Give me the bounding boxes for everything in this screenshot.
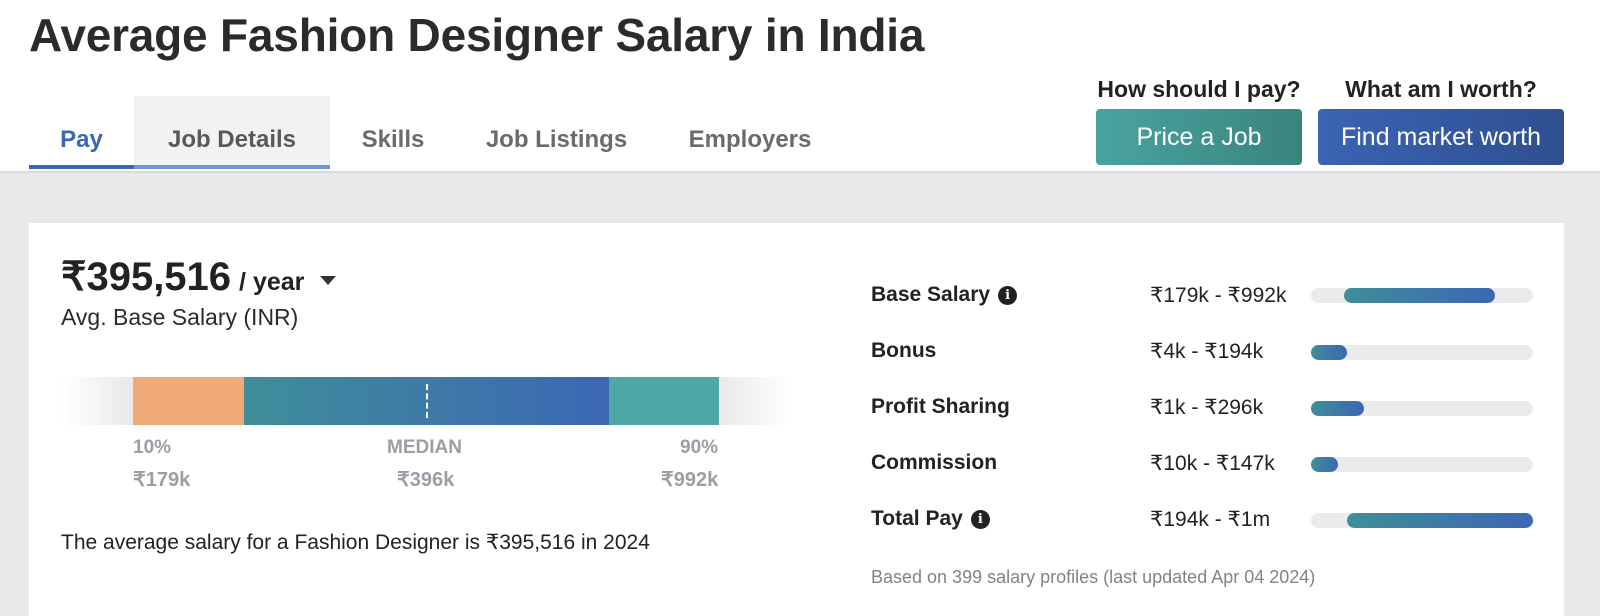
median-label: MEDIAN [387,437,462,458]
bonus-label: Bonus [871,339,937,362]
market-worth-question: What am I worth? [1345,76,1537,102]
salary-subtitle: Avg. Base Salary (INR) [61,304,299,330]
total-pay-bar-fill [1347,513,1533,528]
price-job-cta: How should I pay? Price a Job [1096,76,1302,165]
salary-headline: ₹395,516 / year [61,254,337,300]
base-salary-bar-fill [1344,288,1495,303]
salary-amount: ₹395,516 [61,255,232,299]
base-salary-bar [1311,288,1533,303]
salary-summary: The average salary for a Fashion Designe… [61,531,650,554]
profit-sharing-label: Profit Sharing [871,395,1010,418]
salary-distribution-bar [61,377,791,425]
total-pay-bar [1311,513,1533,528]
tab-skills[interactable]: Skills [361,126,425,153]
median-value: ₹396k [397,469,455,491]
info-icon[interactable]: i [998,285,1018,305]
commission-bar-fill [1311,457,1338,472]
profit-sharing-range: ₹1k - ₹296k [1150,396,1264,419]
percentile-10-value: ₹179k [133,469,191,491]
breakdown-label-profit-sharing: Profit Sharing [871,395,1010,419]
page-title: Average Fashion Designer Salary in India [29,9,925,61]
bonus-range: ₹4k - ₹194k [1150,340,1264,363]
breakdown-label-total-pay: Total Pay i [871,507,990,531]
percentile-10-label: 10% [133,437,172,458]
pay-period-selector[interactable]: / year [239,268,305,296]
find-market-worth-button[interactable]: Find market worth [1318,109,1564,165]
distribution-low-segment [133,377,244,425]
info-icon[interactable]: i [970,509,990,529]
tab-job-details[interactable]: Job Details [134,96,330,169]
total-pay-label: Total Pay [871,507,963,530]
commission-label: Commission [871,451,998,474]
distribution-fade-right [719,377,791,425]
profit-sharing-bar-fill [1311,401,1364,416]
caret-down-icon[interactable] [320,275,337,285]
commission-range: ₹10k - ₹147k [1150,452,1275,475]
profit-sharing-bar [1311,401,1533,416]
base-salary-label: Base Salary [871,283,991,306]
distribution-high-segment [609,377,719,425]
bonus-bar [1311,345,1533,360]
tab-job-listings[interactable]: Job Listings [485,126,628,153]
market-worth-cta: What am I worth? Find market worth [1318,76,1564,165]
total-pay-range: ₹194k - ₹1m [1150,508,1271,531]
distribution-fade-left [61,377,133,425]
tab-employers[interactable]: Employers [688,126,812,153]
breakdown-label-commission: Commission [871,451,997,475]
price-job-question: How should I pay? [1097,76,1301,102]
tab-pay[interactable]: Pay [29,96,134,169]
commission-bar [1311,457,1533,472]
breakdown-label-bonus: Bonus [871,339,936,363]
breakdown-label-base-salary: Base Salary i [871,283,1018,307]
median-marker [426,384,428,418]
base-salary-range: ₹179k - ₹992k [1150,284,1287,307]
percentile-90-label: 90% [680,437,719,458]
salary-footnote: Based on 399 salary profiles (last updat… [871,567,1316,587]
price-a-job-button[interactable]: Price a Job [1096,109,1302,165]
tab-bar: Pay Job Details Skills Job Listings Empl… [29,96,843,169]
bonus-bar-fill [1311,345,1347,360]
percentile-90-value: ₹992k [661,469,719,491]
